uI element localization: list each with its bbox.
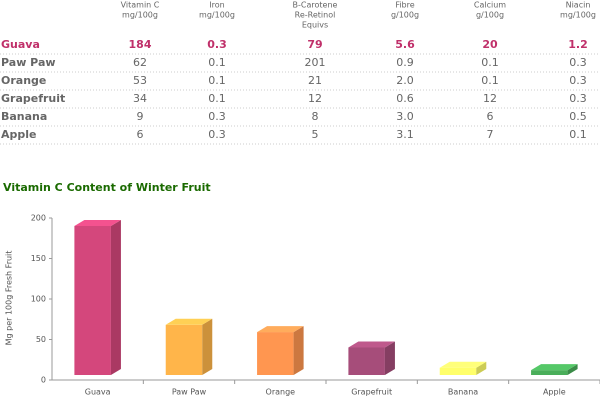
column-header: B-Carotene	[293, 1, 338, 10]
cell: 8	[312, 110, 319, 123]
x-tick-label: Paw Paw	[172, 388, 207, 397]
bar	[531, 370, 568, 375]
row-label: Orange	[1, 74, 46, 87]
column-header: g/100g	[391, 11, 419, 20]
column-header: mg/100g	[560, 11, 596, 20]
cell: 12	[483, 92, 497, 105]
cell: 0.1	[208, 74, 226, 87]
cell: 62	[133, 56, 147, 69]
cell: 0.1	[481, 74, 499, 87]
cell: 0.6	[396, 92, 414, 105]
cell: 1.2	[568, 38, 588, 51]
bar-side	[202, 318, 213, 375]
bar-top	[348, 341, 395, 348]
cell: 0.9	[396, 56, 414, 69]
cell: 0.1	[569, 128, 587, 141]
row-label: Grapefruit	[1, 92, 65, 105]
bar-top	[257, 326, 304, 333]
bar	[348, 347, 385, 375]
row-label: Banana	[1, 110, 47, 123]
bar	[74, 225, 111, 375]
cell: 3.0	[396, 110, 414, 123]
cell: 0.3	[208, 128, 226, 141]
chart-title: Vitamin C Content of Winter Fruit	[3, 181, 211, 194]
bar-side	[384, 341, 395, 375]
cell: 0.3	[569, 74, 587, 87]
column-header: Calcium	[474, 1, 506, 10]
cell: 34	[133, 92, 147, 105]
cell: 184	[129, 38, 152, 51]
cell: 53	[133, 74, 147, 87]
column-header: g/100g	[476, 11, 504, 20]
cell: 0.3	[569, 56, 587, 69]
column-header: Fibre	[395, 1, 414, 10]
y-tick-label: 150	[31, 254, 46, 263]
cell: 6	[137, 128, 144, 141]
x-tick-label: Banana	[448, 388, 478, 397]
column-header: mg/100g	[122, 11, 158, 20]
cell: 0.3	[569, 92, 587, 105]
row-label: Guava	[1, 38, 40, 51]
cell: 6	[487, 110, 494, 123]
bar-top	[439, 361, 487, 368]
bar-side	[567, 364, 578, 375]
cell: 21	[308, 74, 322, 87]
cell: 20	[482, 38, 498, 51]
bar-top	[531, 364, 578, 371]
y-tick-label: 200	[31, 214, 46, 223]
x-tick-label: Orange	[266, 388, 296, 397]
column-header: Equivs	[302, 21, 328, 30]
column-header: Iron	[209, 1, 224, 10]
cell: 0.3	[208, 110, 226, 123]
y-axis-label: Mg per 100g Fresh Fruit	[5, 251, 14, 346]
cell: 7	[487, 128, 494, 141]
cell: 0.1	[208, 92, 226, 105]
cell: 5	[312, 128, 319, 141]
row-label: Apple	[1, 128, 37, 141]
bar	[165, 324, 203, 375]
cell: 0.5	[569, 110, 587, 123]
cell: 5.6	[395, 38, 415, 51]
cell: 0.1	[481, 56, 499, 69]
x-tick-label: Guava	[85, 388, 111, 397]
cell: 12	[308, 92, 322, 105]
bar-top	[165, 318, 213, 325]
column-header: Re-Retinol	[295, 11, 336, 20]
x-tick-label: Grapefruit	[351, 388, 392, 397]
row-label: Paw Paw	[1, 56, 56, 69]
bar-side	[293, 326, 304, 375]
cell: 79	[307, 38, 322, 51]
y-tick-label: 50	[36, 335, 46, 344]
y-tick-label: 100	[31, 295, 46, 304]
x-tick-label: Apple	[543, 388, 566, 397]
y-tick-label: 0	[41, 376, 46, 385]
cell: 2.0	[396, 74, 414, 87]
bar-side	[110, 219, 121, 375]
column-header: mg/100g	[199, 11, 235, 20]
column-header: Niacin	[566, 1, 591, 10]
bar-top	[74, 219, 121, 226]
cell: 0.1	[208, 56, 226, 69]
bar	[439, 367, 477, 375]
bar-side	[476, 361, 487, 375]
cell: 9	[137, 110, 144, 123]
cell: 201	[305, 56, 326, 69]
cell: 0.3	[207, 38, 227, 51]
cell: 3.1	[396, 128, 414, 141]
column-header: Vitamin C	[121, 1, 160, 10]
bar	[257, 332, 294, 375]
